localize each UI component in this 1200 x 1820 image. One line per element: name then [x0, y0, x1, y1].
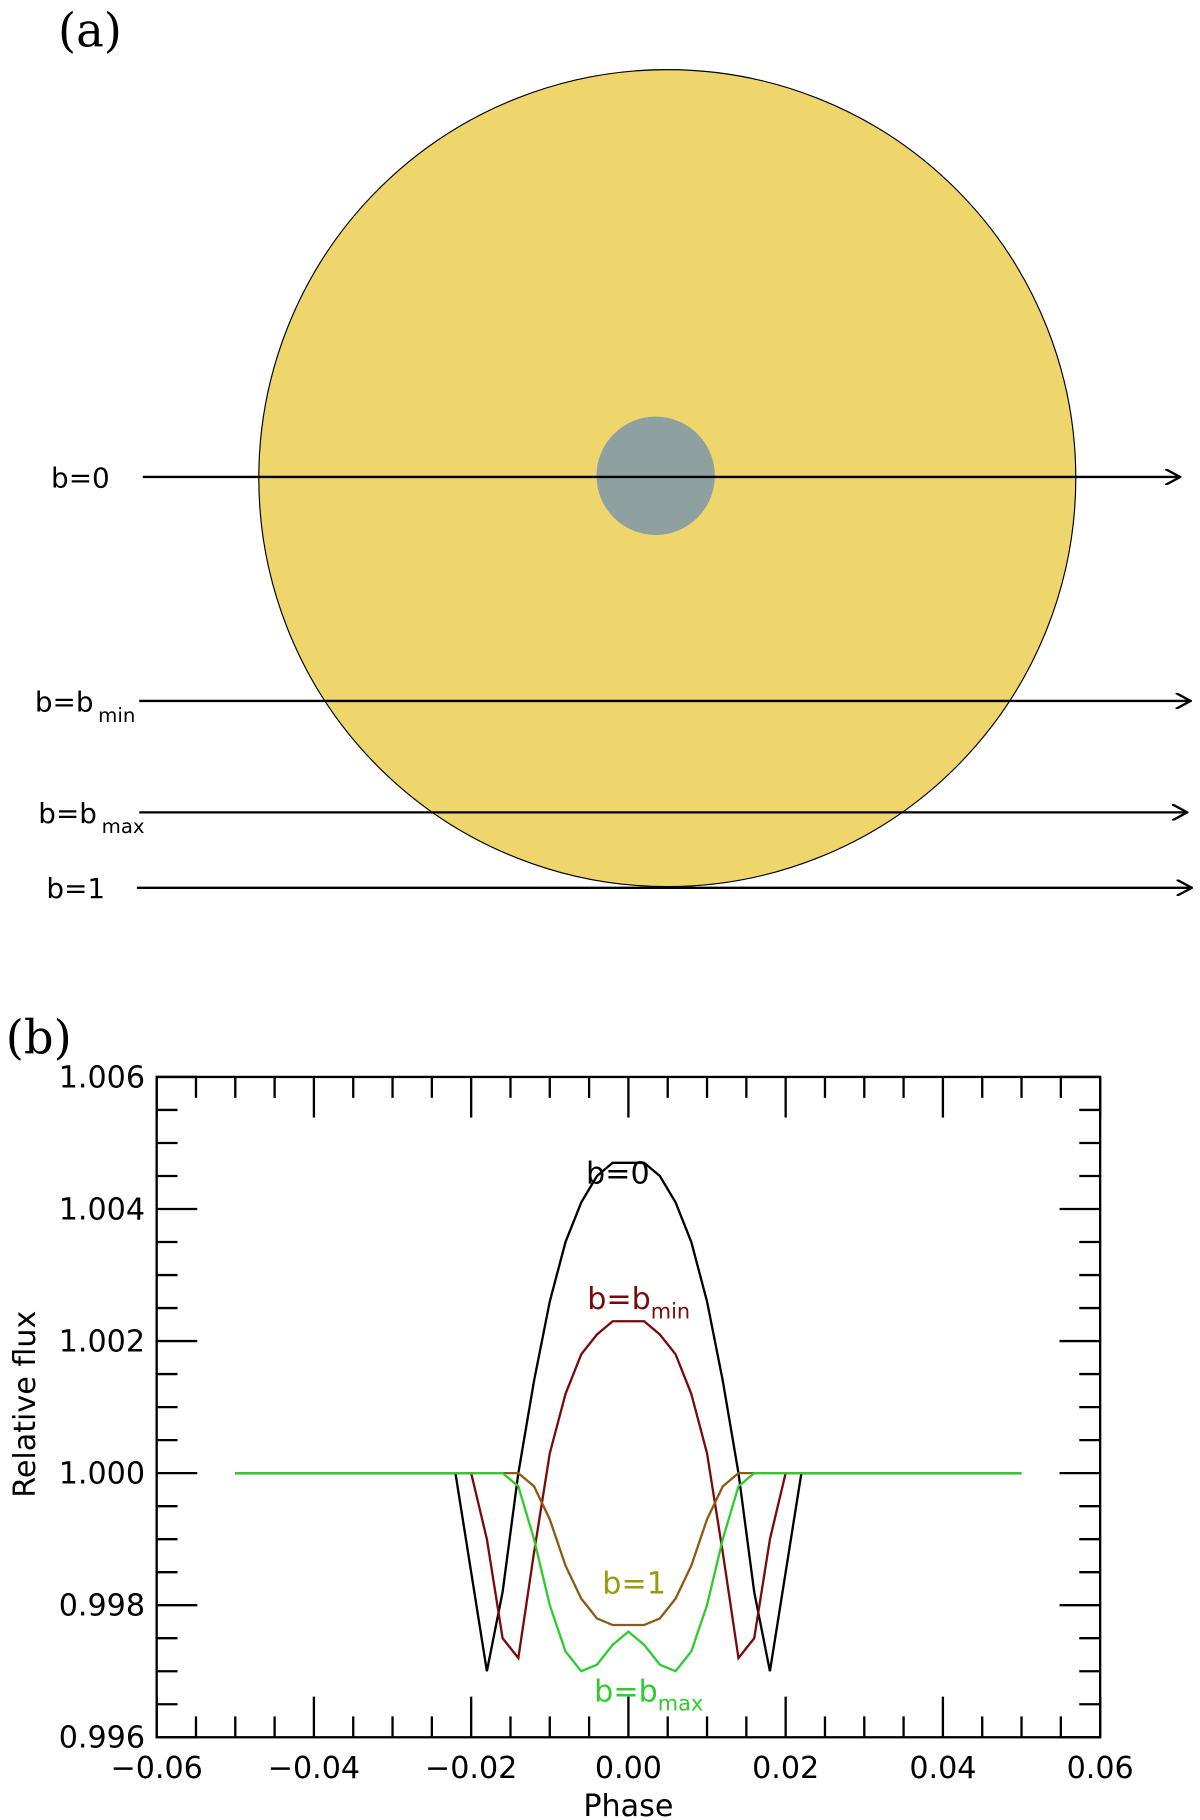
x-tick-label: −0.02 — [425, 1751, 517, 1786]
series-label-sub: max — [658, 1692, 703, 1716]
y-tick-label: 1.004 — [59, 1192, 145, 1227]
series-label: b=bmin — [587, 1282, 690, 1323]
y-tick-label: 1.002 — [59, 1325, 145, 1360]
path-label-sub: min — [98, 704, 135, 727]
path-label-text: b=0 — [51, 461, 110, 494]
x-tick-label: 0.06 — [1067, 1751, 1134, 1786]
path-label: b=b max — [38, 797, 145, 838]
path-label: b=1 — [46, 872, 105, 905]
series-label: b=0 — [586, 1157, 650, 1192]
y-axis-label: Relative flux — [8, 1311, 43, 1498]
series-label: b=1 — [602, 1566, 666, 1601]
x-tick-label: 0.00 — [595, 1751, 662, 1786]
path-label-text: b=b — [38, 797, 97, 830]
panel-label: (b) — [6, 1011, 72, 1065]
path-label-text: b=1 — [46, 872, 105, 905]
x-tick-label: 0.02 — [752, 1751, 819, 1786]
series-line — [235, 1471, 1022, 1673]
series-label-sub: min — [651, 1299, 690, 1323]
path-label-text: b=b — [35, 685, 94, 718]
series-line — [235, 1320, 1022, 1661]
series-line — [235, 1161, 1022, 1672]
y-tick-label: 0.998 — [59, 1589, 145, 1624]
series-label-text: b=b — [587, 1282, 651, 1317]
y-tick-label: 1.000 — [59, 1457, 145, 1492]
x-tick-label: −0.04 — [268, 1751, 360, 1786]
y-tick-label: 0.996 — [59, 1721, 145, 1756]
x-tick-label: 0.04 — [909, 1751, 976, 1786]
path-label-sub: max — [102, 815, 145, 838]
series-label-text: b=b — [594, 1674, 658, 1709]
series-label-text: b=0 — [586, 1157, 650, 1192]
panel-label: (a) — [58, 3, 122, 57]
x-axis-label: Phase — [583, 1789, 673, 1820]
path-label: b=b min — [35, 685, 136, 726]
x-tick-label: −0.06 — [110, 1751, 202, 1786]
y-tick-label: 1.006 — [59, 1060, 145, 1095]
series-label-text: b=1 — [602, 1566, 666, 1601]
series-line — [235, 1471, 1022, 1627]
series-label: b=bmax — [594, 1674, 703, 1715]
path-label: b=0 — [51, 461, 110, 494]
